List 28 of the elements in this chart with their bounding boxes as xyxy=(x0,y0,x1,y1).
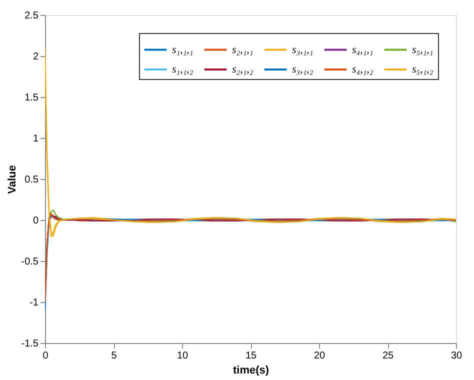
legend-label: s₂,₁,₂ xyxy=(232,64,254,76)
x-tick-label: 10 xyxy=(176,350,188,362)
x-tick-label: 30 xyxy=(450,350,462,362)
legend-label: s₅,₁,₂ xyxy=(412,64,434,76)
y-tick-label: 0.5 xyxy=(24,174,39,186)
y-tick-label: 2 xyxy=(32,52,39,62)
x-tick-label: 0 xyxy=(42,350,49,362)
legend-label: s₁,₁,₁ xyxy=(172,44,194,56)
y-axis-title: Value xyxy=(6,165,18,194)
legend-label: s₅,₁,₁ xyxy=(412,44,434,56)
legend-label: s₁,₁,₂ xyxy=(172,64,194,76)
y-tick-label: 1.5 xyxy=(24,92,39,104)
x-axis-title: time(s) xyxy=(232,364,270,376)
legend-label: s₃,₁,₁ xyxy=(292,44,314,56)
y-tick-label: 0 xyxy=(32,216,39,226)
x-tick-label: 5 xyxy=(111,350,118,362)
x-tick-label: 20 xyxy=(314,350,326,362)
y-tick-label: -0.5 xyxy=(21,256,39,268)
y-tick-label: 1 xyxy=(32,134,39,144)
legend-label: s₃,₁,₂ xyxy=(292,64,314,76)
x-tick-label: 25 xyxy=(382,350,394,362)
x-tick-label: 15 xyxy=(245,350,257,362)
legend-label: s₂,₁,₁ xyxy=(232,44,254,56)
y-tick-label: 2.5 xyxy=(24,10,39,22)
y-tick-label: -1.5 xyxy=(21,338,39,350)
y-tick-label: -1 xyxy=(30,298,39,308)
legend-label: s₄,₁,₁ xyxy=(352,44,374,56)
legend-label: s₄,₁,₂ xyxy=(352,64,374,76)
